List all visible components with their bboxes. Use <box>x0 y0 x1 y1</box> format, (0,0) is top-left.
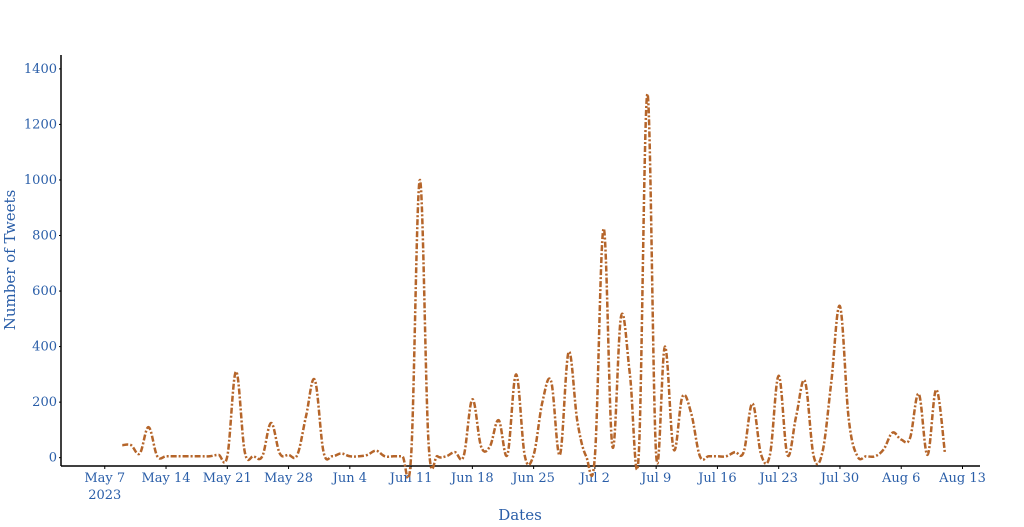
x-tick-label: Jun 18 <box>449 471 494 486</box>
x-tick-label: Aug 13 <box>938 471 986 486</box>
line <box>122 92 947 480</box>
x-tick-label: Aug 6 <box>881 471 921 486</box>
x-tick-label: May 28 <box>264 471 313 486</box>
x-tick-label: Jul 30 <box>819 471 859 486</box>
x-tick-label: May 7 <box>84 471 125 486</box>
x-tick-label: May 21 <box>203 471 252 486</box>
x-tick-label: Jul 23 <box>757 471 797 486</box>
y-tick-label: 1200 <box>24 117 57 132</box>
y-tick-label: 400 <box>32 340 57 355</box>
y-tick-label: 1400 <box>24 62 57 77</box>
x-axis-title: Dates <box>498 506 542 524</box>
x-tick-label: Jun 25 <box>510 471 555 486</box>
x-year-label: 2023 <box>88 488 121 503</box>
y-tick-label: 1000 <box>24 173 57 188</box>
x-tick-label: Jun 4 <box>331 471 367 486</box>
x-tick-label: Jul 16 <box>696 471 736 486</box>
x-tick-label: May 14 <box>141 471 190 486</box>
y-tick-label: 600 <box>32 284 57 299</box>
x-tick-label: Jul 9 <box>639 471 671 486</box>
y-axis-title: Number of Tweets <box>1 190 19 331</box>
y-tick-label: 0 <box>49 451 57 466</box>
x-tick-label: Jun 11 <box>388 471 433 486</box>
y-tick-label: 200 <box>32 395 57 410</box>
x-tick-label: Jul 2 <box>578 471 610 486</box>
y-tick-label: 800 <box>32 229 57 244</box>
